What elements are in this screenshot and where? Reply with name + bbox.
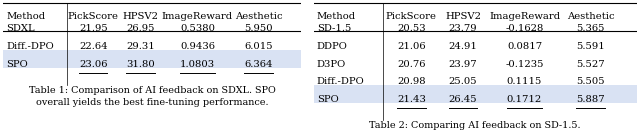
Text: 20.53: 20.53 (397, 24, 426, 33)
Text: 24.91: 24.91 (449, 42, 477, 51)
Text: SPO: SPO (317, 95, 339, 104)
Text: 23.06: 23.06 (79, 60, 108, 69)
Text: 31.80: 31.80 (127, 60, 156, 69)
Bar (3, 50, 301, 68)
Text: 21.43: 21.43 (397, 95, 426, 104)
Text: 5.527: 5.527 (577, 60, 605, 69)
Text: 1.0803: 1.0803 (180, 60, 215, 69)
Text: 5.950: 5.950 (244, 24, 273, 33)
Text: Aesthetic: Aesthetic (567, 12, 614, 21)
Text: 0.5380: 0.5380 (180, 24, 215, 33)
Text: SD-1.5: SD-1.5 (317, 24, 351, 33)
Text: 21.95: 21.95 (79, 24, 108, 33)
Text: 6.364: 6.364 (244, 60, 273, 69)
Text: 20.76: 20.76 (397, 60, 426, 69)
Text: HPSV2: HPSV2 (123, 12, 159, 21)
Text: 5.591: 5.591 (577, 42, 605, 51)
Text: SDXL: SDXL (6, 24, 35, 33)
Text: 26.45: 26.45 (449, 95, 477, 104)
Text: 0.1115: 0.1115 (507, 77, 542, 86)
Text: Table 2: Comparing AI feedback on SD-1.5.: Table 2: Comparing AI feedback on SD-1.5… (369, 121, 581, 130)
Bar (314, 85, 637, 103)
Text: 5.505: 5.505 (577, 77, 605, 86)
Text: 23.97: 23.97 (449, 60, 477, 69)
Text: 5.365: 5.365 (577, 24, 605, 33)
Text: Table 1: Comparison of AI feedback on SDXL. SPO
overall yields the best fine-tun: Table 1: Comparison of AI feedback on SD… (29, 86, 275, 107)
Text: 22.64: 22.64 (79, 42, 108, 51)
Text: D3PO: D3PO (317, 60, 346, 69)
Text: 23.79: 23.79 (449, 24, 477, 33)
Text: ImageReward: ImageReward (162, 12, 233, 21)
Text: Method: Method (6, 12, 45, 21)
Text: 0.1712: 0.1712 (507, 95, 542, 104)
Text: 25.05: 25.05 (449, 77, 477, 86)
Text: -0.1235: -0.1235 (505, 60, 544, 69)
Text: Diff.-DPO: Diff.-DPO (6, 42, 54, 51)
Text: ImageReward: ImageReward (489, 12, 560, 21)
Text: Aesthetic: Aesthetic (235, 12, 282, 21)
Text: Method: Method (317, 12, 356, 21)
Text: 0.0817: 0.0817 (507, 42, 542, 51)
Text: HPSV2: HPSV2 (445, 12, 481, 21)
Text: Diff.-DPO: Diff.-DPO (317, 77, 365, 86)
Text: 20.98: 20.98 (397, 77, 426, 86)
Text: 26.95: 26.95 (127, 24, 155, 33)
Text: DDPO: DDPO (317, 42, 348, 51)
Text: 29.31: 29.31 (127, 42, 156, 51)
Text: SPO: SPO (6, 60, 28, 69)
Text: PickScore: PickScore (68, 12, 119, 21)
Text: 5.887: 5.887 (577, 95, 605, 104)
Text: PickScore: PickScore (386, 12, 437, 21)
Text: 6.015: 6.015 (244, 42, 273, 51)
Text: 0.9436: 0.9436 (180, 42, 215, 51)
Text: 21.06: 21.06 (397, 42, 426, 51)
Text: -0.1628: -0.1628 (506, 24, 543, 33)
